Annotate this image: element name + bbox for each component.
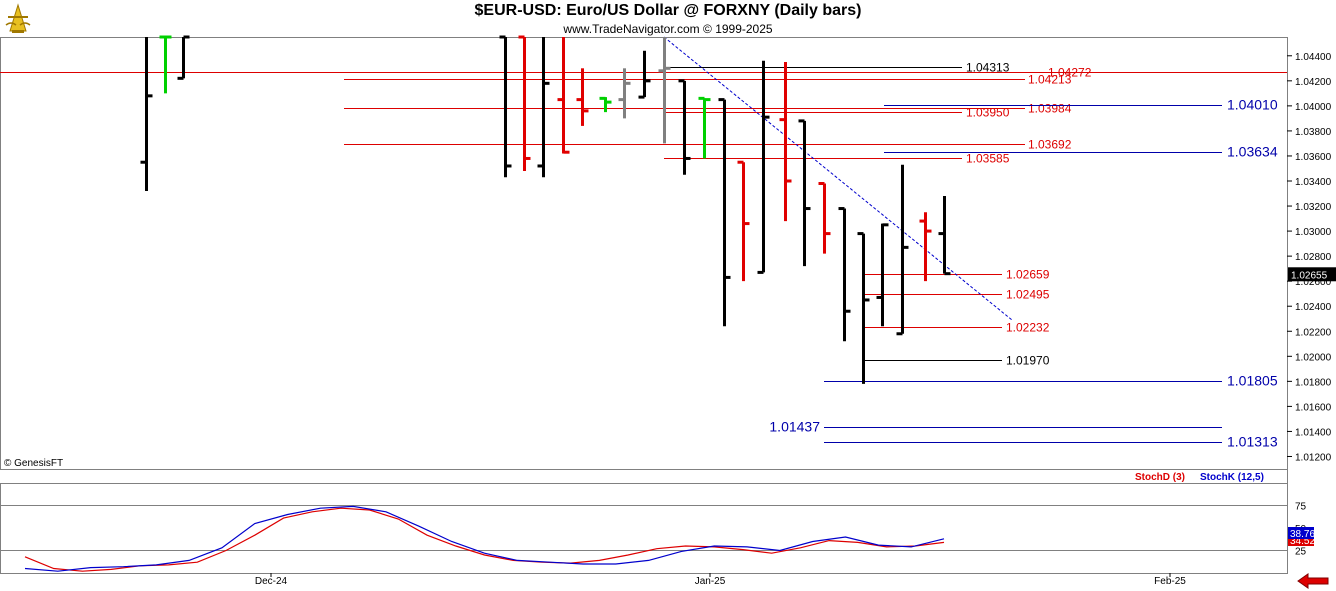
chart-subtitle: www.TradeNavigator.com © 1999-2025: [563, 22, 773, 36]
ohlc-bar: [638, 50, 651, 99]
ohlc-bar: [798, 119, 811, 267]
ohlc-bar: [499, 35, 512, 178]
price-tick-label: 1.04400: [1295, 52, 1332, 63]
level-label: 1.03950: [966, 106, 1010, 120]
stoch-tick-label: 25: [1295, 547, 1307, 558]
price-axis[interactable]: 1.04400 1.04200 1.04000 1.03800 1.03600 1.034…: [1287, 52, 1336, 464]
last-price-box: [1288, 267, 1336, 282]
ohlc-bar: [140, 37, 153, 192]
level-label: 1.01970: [1006, 354, 1050, 368]
ohlc-bar: [537, 37, 550, 178]
ohlc-bar: [518, 35, 531, 171]
ohlc-bar: [857, 232, 870, 384]
level-label: 1.02659: [1006, 268, 1050, 282]
ohlc-bar: [838, 207, 851, 342]
chart-header: $EUR-USD: Euro/US Dollar @ FORXNY (Daily…: [0, 0, 1336, 37]
price-tick-label: 1.02200: [1295, 327, 1332, 338]
price-panel-frame: [0, 37, 1288, 470]
level-label: 1.04213: [1028, 73, 1072, 87]
price-tick-label: 1.01200: [1295, 452, 1332, 463]
price-tick-label: 1.02000: [1295, 352, 1332, 363]
ohlc-bar: [177, 35, 190, 80]
level-label: 1.01805: [1227, 373, 1278, 389]
scroll-left-arrow-icon[interactable]: [1296, 573, 1330, 589]
ohlc-bar: [678, 79, 691, 175]
price-tick-label: 1.03800: [1295, 127, 1332, 138]
price-tick-label: 1.01800: [1295, 377, 1332, 388]
price-tick-label: 1.03400: [1295, 177, 1332, 188]
stoch-k-legend: StochK (12,5): [1200, 472, 1264, 483]
copyright-label: © GenesisFT: [4, 458, 64, 469]
ohlc-bar: [938, 196, 951, 276]
stoch-panel-frame: [0, 483, 1288, 574]
stoch-last-label: 38.76: [1290, 529, 1315, 540]
stoch-tick-label: 75: [1295, 502, 1307, 513]
ohlc-bar: [876, 223, 889, 327]
level-label: 1.04272: [1048, 66, 1092, 80]
price-tick-label: 1.03600: [1295, 152, 1332, 163]
level-label: 1.03585: [966, 152, 1010, 166]
price-tick-label: 1.01600: [1295, 402, 1332, 413]
level-label: 1.01437: [769, 419, 820, 435]
ohlc-bar: [658, 37, 671, 144]
time-tick-label: Feb-25: [1154, 576, 1186, 587]
ohlc-bar: [737, 160, 750, 282]
level-label: 1.02495: [1006, 288, 1050, 302]
ohlc-bar: [599, 96, 612, 113]
level-label: 1.04313: [966, 61, 1010, 75]
ohlc-bar: [919, 212, 932, 282]
level-label: 1.04010: [1227, 97, 1278, 113]
ohlc-bar: [576, 68, 589, 126]
trade-navigator-logo-icon[interactable]: [2, 3, 34, 35]
price-tick-label: 1.04000: [1295, 102, 1332, 113]
price-tick-label: 1.02400: [1295, 302, 1332, 313]
level-label: 1.02232: [1006, 321, 1050, 335]
level-label: 1.03634: [1227, 144, 1278, 160]
stoch-series-line: [24, 505, 945, 572]
time-tick-label: Dec-24: [255, 576, 288, 587]
ohlc-bar: [896, 164, 909, 336]
price-tick-label: 1.02800: [1295, 252, 1332, 263]
level-label: 1.01313: [1227, 434, 1278, 450]
ohlc-bars: [140, 35, 951, 384]
ohlc-bar: [718, 98, 731, 327]
ohlc-bar: [757, 60, 770, 274]
ohlc-bar: [159, 35, 172, 94]
price-tick-label: 1.01400: [1295, 427, 1332, 438]
level-label: 1.03692: [1028, 138, 1072, 152]
stoch-d-legend: StochD (3): [1135, 472, 1185, 483]
stoch-last-box: [1288, 527, 1314, 539]
ohlc-bar: [779, 62, 792, 222]
price-tick-label: 1.03000: [1295, 227, 1332, 238]
ohlc-bar: [698, 96, 711, 159]
last-price-label: 1.02655: [1291, 270, 1328, 281]
time-axis[interactable]: Dec-24 Jan-25 Feb-25: [255, 573, 1186, 587]
time-tick-label: Jan-25: [695, 576, 726, 587]
ohlc-bar: [557, 37, 570, 154]
chart-title: $EUR-USD: Euro/US Dollar @ FORXNY (Daily…: [474, 2, 862, 19]
stoch-last-label: 34.52: [1290, 536, 1315, 547]
ohlc-bar: [818, 182, 831, 254]
ohlc-bar: [618, 68, 631, 119]
price-tick-label: 1.03200: [1295, 202, 1332, 213]
level-label: 1.03984: [1028, 102, 1072, 116]
price-tick-label: 1.02600: [1295, 277, 1332, 288]
stoch-series-line: [24, 507, 945, 572]
price-tick-label: 1.04200: [1295, 77, 1332, 88]
